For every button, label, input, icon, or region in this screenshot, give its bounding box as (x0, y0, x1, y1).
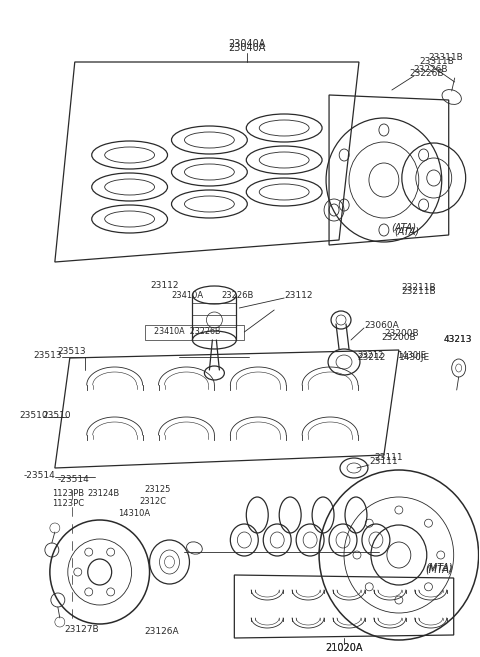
Text: 23211B: 23211B (401, 284, 436, 292)
Text: 23513: 23513 (58, 348, 86, 357)
Text: 43213: 43213 (444, 336, 472, 344)
Text: 43213: 43213 (444, 336, 472, 344)
Text: 23125: 23125 (144, 486, 171, 495)
Text: 1430JE: 1430JE (397, 351, 426, 361)
Text: 23510: 23510 (19, 411, 48, 420)
Text: 23127B: 23127B (64, 625, 99, 635)
Text: 23510: 23510 (42, 411, 71, 420)
Text: 1430JE: 1430JE (399, 353, 430, 363)
Text: 23200B: 23200B (384, 330, 419, 338)
Text: 14310A: 14310A (118, 509, 150, 518)
Text: 23040A: 23040A (228, 43, 266, 53)
Text: 23200B: 23200B (381, 334, 416, 342)
Text: 23311B: 23311B (419, 58, 454, 66)
Text: 23410A: 23410A (171, 290, 204, 300)
Text: 23112: 23112 (284, 290, 312, 300)
Text: 21020A: 21020A (325, 643, 363, 653)
Text: 23226B: 23226B (414, 66, 448, 74)
Text: 23226B: 23226B (221, 290, 254, 300)
Text: 23211B: 23211B (401, 288, 436, 296)
Text: -23514: -23514 (58, 476, 90, 484)
Text: (MTA): (MTA) (425, 565, 453, 575)
Text: 23060A: 23060A (364, 321, 399, 330)
Text: (MTA): (MTA) (425, 563, 453, 573)
Text: (ATA): (ATA) (391, 223, 417, 233)
Text: 23124B: 23124B (88, 489, 120, 497)
Text: 21020A: 21020A (325, 643, 363, 653)
Text: (ATA): (ATA) (394, 227, 420, 237)
Text: 23410A  23226B: 23410A 23226B (154, 327, 221, 336)
Text: 23040A: 23040A (228, 39, 266, 49)
Text: 23111: 23111 (369, 457, 397, 466)
Polygon shape (144, 325, 244, 340)
Text: 1123PB: 1123PB (52, 489, 84, 497)
Text: 1123PC: 1123PC (52, 499, 84, 507)
Text: 23513: 23513 (33, 350, 62, 359)
Text: 23226B: 23226B (409, 70, 444, 78)
Text: 23126A: 23126A (144, 627, 179, 637)
Text: 2312C: 2312C (140, 497, 167, 507)
Text: 23212: 23212 (357, 351, 384, 361)
Text: -23514: -23514 (23, 470, 55, 480)
Text: 23311B: 23311B (429, 53, 464, 62)
Text: 23212: 23212 (357, 353, 385, 363)
Text: 23111: 23111 (374, 453, 403, 463)
Text: 23112: 23112 (150, 281, 179, 290)
